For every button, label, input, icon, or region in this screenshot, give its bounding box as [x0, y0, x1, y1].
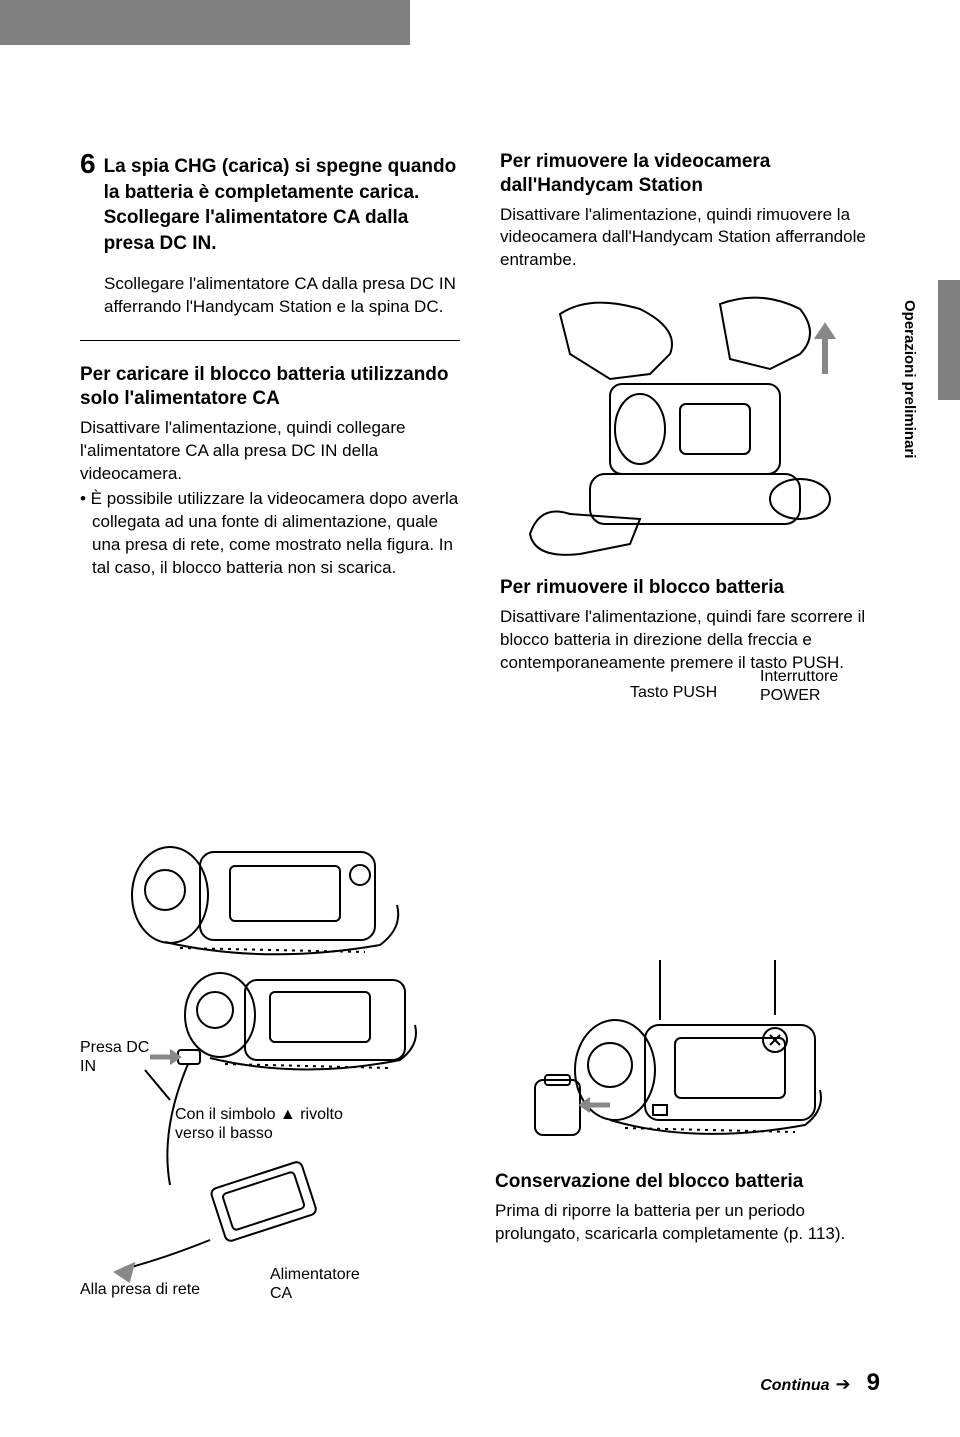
footer-continua: Continua — [760, 1377, 829, 1395]
section-b-body: Disattivare l'alimentazione, quindi rimu… — [500, 204, 880, 273]
removal-illustration — [500, 284, 880, 564]
camera-top-illustration — [85, 820, 465, 970]
push-label: Tasto PUSH — [630, 683, 717, 702]
section-a-bullet: • È possibile utilizzare la videocamera … — [80, 488, 460, 580]
power-label: Interruttore POWER — [760, 667, 880, 705]
page-number: 9 — [867, 1369, 880, 1397]
adapter-illustration — [80, 960, 470, 1330]
section-c-body: Disattivare l'alimentazione, quindi fare… — [500, 606, 880, 675]
section-d-body: Prima di riporre la batteria per un peri… — [495, 1200, 880, 1246]
section-d-title: Conservazione del blocco batteria — [495, 1170, 880, 1194]
section-b-title: Per rimuovere la videocamera dall'Handyc… — [500, 150, 880, 198]
step-number: 6 — [80, 150, 96, 178]
divider-line — [80, 340, 460, 341]
step-6: 6 La spia CHG (carica) si spegne quando … — [80, 150, 460, 257]
side-tab-label: Operazioni preliminari — [901, 300, 918, 458]
main-columns: 6 La spia CHG (carica) si spegne quando … — [80, 150, 880, 713]
header-gray-bar — [0, 0, 410, 45]
side-tab-gray — [938, 280, 960, 400]
lower-right-region: Conservazione del blocco batteria Prima … — [495, 960, 880, 1246]
left-column: 6 La spia CHG (carica) si spegne quando … — [80, 150, 460, 713]
step-note: Scollegare l'alimentatore CA dalla presa… — [80, 273, 460, 319]
section-a-body: Disattivare l'alimentazione, quindi coll… — [80, 417, 460, 486]
section-c-title: Per rimuovere il blocco batteria — [500, 576, 880, 600]
footer-arrow-icon: ➔ — [836, 1374, 851, 1395]
footer: Continua ➔ 9 — [760, 1369, 880, 1397]
section-a-title: Per caricare il blocco batteria utilizza… — [80, 363, 460, 411]
step-text: La spia CHG (carica) si spegne quando la… — [104, 154, 460, 257]
lower-left-region: Presa DC IN Con il simbolo ▲ rivolto ver… — [80, 960, 470, 1330]
battery-removal-illustration — [495, 960, 875, 1160]
right-column: Per rimuovere la videocamera dall'Handyc… — [500, 150, 880, 713]
